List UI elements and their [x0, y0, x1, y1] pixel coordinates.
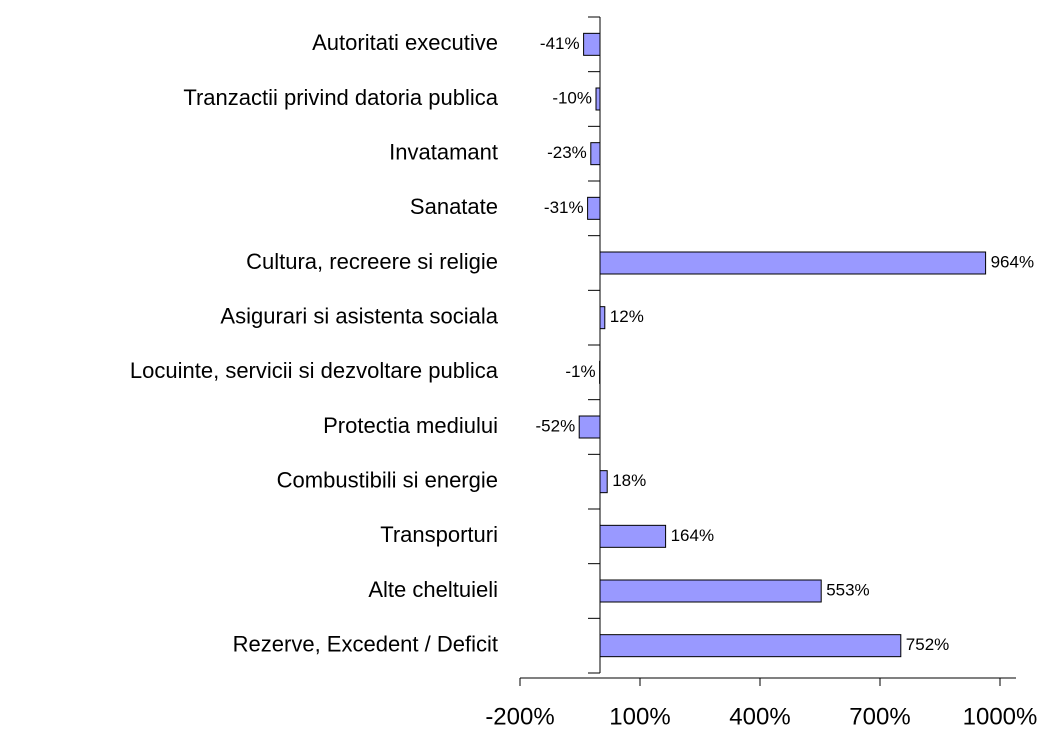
value-label: 12% — [610, 307, 644, 326]
x-tick-label: -200% — [485, 703, 554, 729]
value-label: 964% — [991, 252, 1034, 271]
category-label: Sanatate — [410, 194, 498, 219]
bar — [599, 634, 902, 658]
bar — [587, 196, 601, 220]
value-label: 752% — [906, 635, 949, 654]
category-label: Locuinte, servicii si dezvoltare publica — [130, 358, 499, 383]
value-label: -31% — [544, 198, 584, 217]
value-label: -41% — [540, 34, 580, 53]
category-label: Rezerve, Excedent / Deficit — [233, 631, 498, 656]
category-label: Transporturi — [380, 522, 498, 547]
x-tick-label: 400% — [729, 703, 790, 729]
bar — [583, 32, 601, 56]
value-label: -23% — [547, 143, 587, 162]
x-tick-label: 1000% — [963, 703, 1038, 729]
bar — [599, 306, 606, 330]
value-label: -1% — [565, 362, 595, 381]
value-label: -10% — [552, 88, 592, 107]
bar — [599, 251, 987, 275]
bar — [599, 524, 667, 548]
value-label: -52% — [536, 416, 576, 435]
bar — [599, 579, 822, 603]
value-label: 553% — [826, 580, 869, 599]
value-label: 18% — [612, 471, 646, 490]
bar — [578, 415, 601, 439]
bar — [590, 142, 601, 166]
category-label: Autoritati executive — [312, 30, 498, 55]
x-tick-label: 100% — [609, 703, 670, 729]
x-tick-label: 700% — [849, 703, 910, 729]
category-label: Asigurari si asistenta sociala — [220, 303, 498, 328]
category-label: Cultura, recreere si religie — [246, 249, 498, 274]
bar — [599, 470, 608, 494]
category-label: Tranzactii privind datoria publica — [183, 85, 498, 110]
category-label: Protectia mediului — [323, 413, 498, 438]
category-label: Invatamant — [389, 139, 498, 164]
category-label: Combustibili si energie — [277, 467, 498, 492]
category-label: Alte cheltuieli — [368, 577, 498, 602]
bar — [595, 87, 601, 111]
value-label: 164% — [671, 526, 714, 545]
